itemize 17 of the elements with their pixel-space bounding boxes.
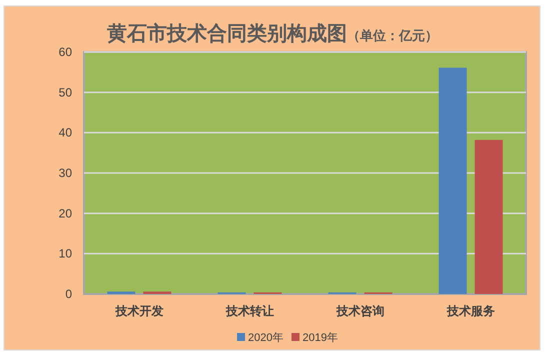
- y-tick-label: 40: [58, 126, 72, 140]
- legend-label: 2020年: [248, 332, 284, 344]
- legend-label: 2019年: [302, 332, 338, 344]
- y-tick-label: 20: [58, 206, 72, 220]
- x-tick-label: 技术转让: [224, 304, 274, 318]
- y-tick-label: 10: [58, 246, 72, 261]
- bar: [438, 68, 467, 294]
- x-tick-label: 技术咨询: [335, 304, 384, 318]
- y-tick-label: 0: [65, 287, 72, 301]
- chart-subtitle: （单位：亿元）: [347, 28, 438, 43]
- bar: [474, 140, 503, 294]
- y-tick-label: 30: [58, 166, 72, 180]
- y-tick-label: 60: [58, 45, 72, 59]
- y-tick-label: 50: [58, 85, 72, 100]
- x-tick-label: 技术开发: [114, 304, 164, 318]
- x-tick-label: 技术服务: [446, 304, 495, 318]
- chart-title: 黄石市技术合同类别构成图: [106, 22, 347, 45]
